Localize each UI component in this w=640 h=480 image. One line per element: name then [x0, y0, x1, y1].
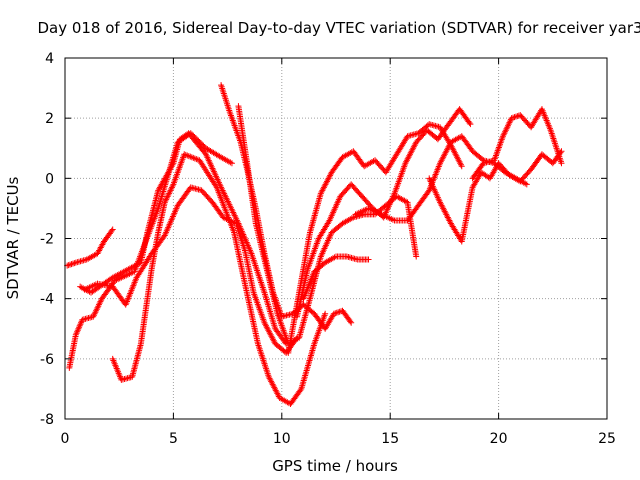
data-point-marker — [467, 121, 474, 128]
x-tick-label: 0 — [61, 431, 70, 447]
data-point-marker — [108, 275, 115, 282]
chart-title: Day 018 of 2016, Sidereal Day-to-day VTE… — [37, 19, 640, 37]
data-point-marker — [512, 113, 519, 120]
data-point-marker — [228, 160, 235, 167]
data-point-marker — [65, 262, 72, 269]
series-track-2 — [66, 130, 235, 371]
data-point-marker — [332, 310, 339, 317]
data-point-marker — [109, 226, 116, 233]
series-track-12 — [426, 148, 565, 245]
series-track-8 — [293, 106, 474, 320]
data-point-marker — [511, 114, 518, 121]
x-tick-label: 20 — [490, 431, 508, 447]
data-point-marker — [508, 115, 515, 122]
data-point-marker — [523, 181, 530, 188]
data-point-marker — [67, 261, 74, 268]
axis-ticks: 0 5 10 15 20 25 -8 -6 -4 -2 0 2 4 — [40, 51, 616, 447]
x-tick-label: 15 — [381, 431, 399, 447]
y-axis-label: SDTVAR / TECUs — [4, 176, 22, 299]
data-point-marker — [347, 318, 354, 325]
y-tick-label: 4 — [45, 51, 54, 67]
x-tick-label: 5 — [169, 431, 178, 447]
series-track-10 — [300, 253, 372, 302]
data-point-marker — [330, 310, 337, 317]
x-tick-label: 10 — [273, 431, 291, 447]
data-points — [64, 82, 565, 407]
series-track-5 — [81, 184, 300, 356]
y-tick-label: -8 — [40, 412, 54, 428]
data-point-marker — [413, 253, 420, 260]
series-track-4 — [109, 151, 329, 407]
y-tick-label: -2 — [40, 232, 54, 248]
y-tick-label: -6 — [40, 352, 54, 368]
x-axis-label: GPS time / hours — [272, 457, 398, 475]
data-point-marker — [71, 260, 78, 267]
data-point-marker — [348, 319, 355, 326]
series-track-13 — [469, 106, 565, 182]
y-tick-label: -4 — [40, 292, 54, 308]
data-point-marker — [365, 256, 372, 263]
data-point-marker — [466, 119, 473, 126]
y-tick-label: 0 — [45, 171, 54, 187]
data-point-marker — [322, 310, 329, 317]
data-point-marker — [510, 114, 517, 121]
data-point-marker — [186, 185, 193, 192]
data-point-marker — [333, 309, 340, 316]
data-point-marker — [68, 261, 75, 268]
data-point-marker — [297, 387, 304, 394]
series-track-1 — [64, 226, 116, 269]
series-track-9 — [285, 121, 465, 356]
data-point-marker — [69, 260, 76, 267]
y-tick-label: 2 — [45, 111, 54, 127]
data-point-marker — [515, 112, 522, 119]
grid-lines — [65, 58, 607, 419]
data-point-marker — [558, 160, 565, 167]
data-point-marker — [458, 163, 465, 170]
data-point-marker — [108, 227, 115, 234]
x-tick-label: 25 — [598, 431, 616, 447]
data-point-marker — [335, 309, 342, 316]
